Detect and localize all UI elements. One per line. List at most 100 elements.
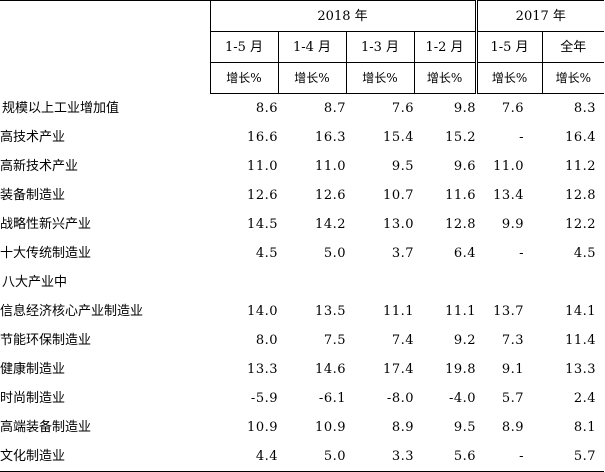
table-cell-value [278,268,346,297]
header-period: 1-2 月 [413,31,477,63]
row-label: 规模以上工业增加值 [2,100,120,116]
header-unit: 增长% [277,62,346,94]
table-cell-value: 16.4 [565,130,597,145]
table-row: 十大传统制造业 4.5 5.0 3.7 6.4 - 4.5 [0,239,604,268]
table-cell-value: 19.8 [445,362,477,377]
table-cell-value: 8.9 [391,420,414,435]
table-cell-value: 9.5 [391,159,414,174]
table-row: 战略性新兴产业 14.5 14.2 13.0 12.8 9.9 12.2 [0,210,604,239]
table-row: 规模以上工业增加值 8.6 8.7 7.6 9.8 7.6 8.3 [0,94,604,124]
table-cell-value: 7.5 [323,333,346,348]
table-cell-value: 11.0 [493,159,525,174]
header-period: 1-5 月 [209,31,278,63]
table-row: 八大产业中 [0,268,604,297]
table-cell-value: 9.9 [501,217,525,232]
table-cell-value: 17.4 [383,362,414,377]
table-cell-value: 7.6 [501,101,525,116]
table-cell-value: 13.7 [493,304,525,319]
header-row-years: 2018 年 2017 年 [0,0,605,94]
table-cell-value: 12.8 [565,188,597,203]
table-cell-value: 12.6 [315,188,346,203]
header-year-2018: 2018 年 [209,0,477,32]
table-cell-value: 2.4 [573,391,597,406]
row-label: 健康制造业 [0,362,66,377]
row-label: 文化制造业 [0,442,210,472]
header-year-2017: 2017 年 [474,0,605,32]
table-cell-value: 3.3 [346,442,414,472]
row-label: 信息经济核心产业制造业 [0,304,144,319]
table-row: 信息经济核心产业制造业 14.0 13.5 11.1 11.1 13.7 14.1 [0,297,604,326]
table-cell-value: 3.7 [391,246,414,261]
table-cell-value: 4.5 [255,246,278,261]
table-cell-value: 5.0 [323,246,346,261]
row-label: 节能环保制造业 [0,333,92,348]
table-cell-value: 13.4 [493,188,525,203]
table-cell-value: 8.6 [255,101,278,116]
table-cell-value: 14.1 [565,304,597,319]
table-cell-value: 11.1 [383,304,414,319]
table-cell-value: 14.6 [315,362,346,377]
table-row: 高新技术产业 11.0 11.0 9.5 9.6 11.0 11.2 [0,152,604,181]
table-cell-value: 8.7 [323,101,346,116]
header-row-periods: 1-5 月 1-4 月 1-3 月 1-2 月 1-5 月 全年 [0,31,605,63]
table-cell-value: 14.5 [247,217,278,232]
row-label: 高技术产业 [0,130,66,145]
table-cell-value: 9.1 [501,362,525,377]
table-cell-value: 13.3 [247,362,278,377]
table-cell-value: 14.0 [247,304,278,319]
table-cell-value: - [519,130,525,145]
table-cell-value: 11.1 [445,304,477,319]
header-period: 1-5 月 [474,31,543,63]
row-label: 装备制造业 [0,188,66,203]
header-period: 全年 [541,31,605,63]
table-cell-value [414,268,476,297]
table-cell-value: 9.6 [453,159,477,174]
table-cell-value [210,268,278,297]
table-cell-value: 13.0 [383,217,414,232]
table-row: 装备制造业 12.6 12.6 10.7 11.6 13.4 12.8 [0,181,604,210]
table-cell-value: 13.3 [565,362,597,377]
table-cell-value: 12.6 [247,188,278,203]
table-cell-value: 8.0 [255,333,278,348]
table-cell-value: 9.8 [453,101,477,116]
table-cell-value: 5.7 [542,442,605,472]
header-corner [0,0,210,94]
table-cell-value: 7.6 [391,101,414,116]
table-cell-value: 5.6 [414,442,477,472]
table-cell-value: - [519,246,525,261]
table-cell-value: 10.7 [383,188,414,203]
table-cell-value: 8.3 [573,101,597,116]
table-cell-value: 11.6 [445,188,477,203]
table-cell-value: - [476,442,543,472]
table-row: 文化制造业 4.4 5.0 3.3 5.6-5.7 [0,442,605,472]
table-cell-value: -5.9 [250,391,278,406]
table-cell-value: 11.2 [565,159,597,174]
row-label: 高新技术产业 [0,159,79,174]
header-unit: 增长% [413,62,477,94]
table-cell-value: 5.7 [501,391,525,406]
table-cell-value: 7.4 [391,333,414,348]
table-cell-value: 8.9 [501,420,525,435]
table-cell-value: 12.2 [565,217,597,232]
table-cell-value: 13.5 [315,304,346,319]
table-row: 时尚制造业 -5.9 -6.1 -8.0 -4.0 5.7 2.4 [0,384,604,413]
table-row: 高技术产业 16.6 16.3 15.4 15.2 - 16.4 [0,123,604,152]
table-cell-value: 11.0 [247,159,278,174]
table-body: 规模以上工业增加值 8.6 8.7 7.6 9.8 7.6 8.3 高技术产业 16.6 16.3… [0,94,605,472]
table-cell-value: -6.1 [318,391,346,406]
table-cell-value: 4.5 [573,246,597,261]
table-cell-value: 10.9 [315,420,346,435]
table-cell-value: 15.4 [383,130,414,145]
table-cell-value [476,268,542,297]
table-row: 高端装备制造业 10.9 10.9 8.9 9.5 8.9 8.1 [0,413,604,442]
table-cell-value: 9.2 [453,333,477,348]
table-cell-value: 9.5 [453,420,477,435]
table-cell-value: 5.0 [278,442,346,472]
table-cell-value [542,268,604,297]
row-label: 十大传统制造业 [0,246,92,261]
row-label: 高端装备制造业 [0,420,92,435]
header-unit: 增长% [209,62,278,94]
table-cell-value: 4.4 [210,442,278,472]
table-cell-value: 15.2 [445,130,477,145]
